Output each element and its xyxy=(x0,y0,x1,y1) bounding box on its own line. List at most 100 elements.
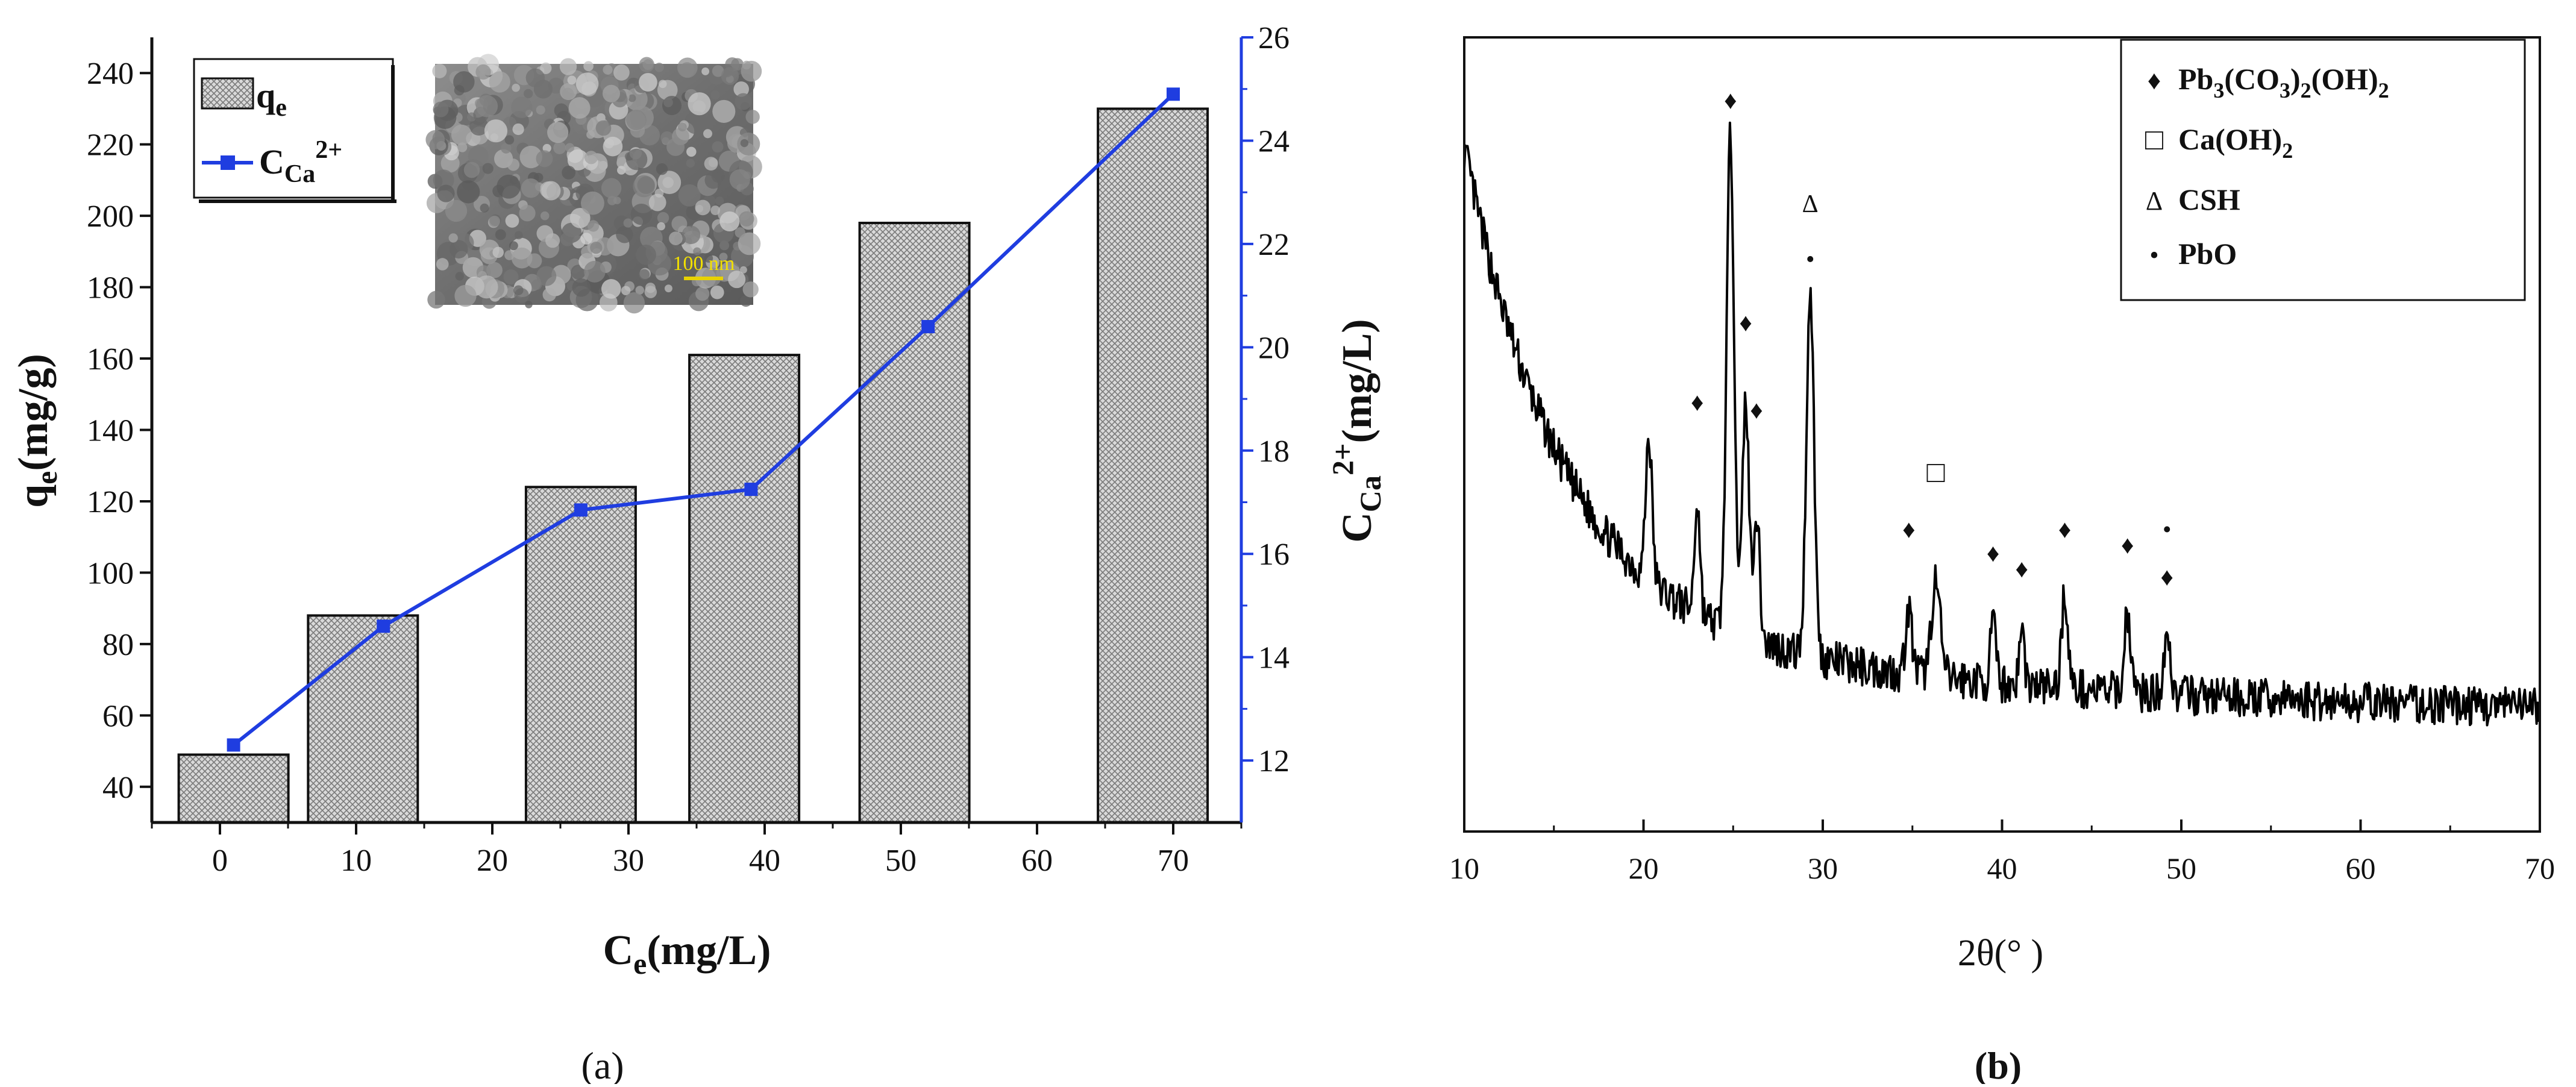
line-point-2 xyxy=(574,503,588,517)
line-point-4 xyxy=(921,320,935,334)
y2-tick-label-22: 22 xyxy=(1258,228,1290,262)
peak-marker-13: ♦ xyxy=(2160,563,2173,591)
x-tick-label-70: 70 xyxy=(1158,844,1189,878)
legend-line-label: CCa2+ xyxy=(259,136,342,188)
x-tick-label-b-30: 30 xyxy=(1808,851,1838,885)
peak-marker-2: ♦ xyxy=(1739,310,1752,337)
x-ticks-b: 10 20 30 40 50 60 70 xyxy=(1449,819,2555,885)
x-tick-label-40: 40 xyxy=(749,844,780,878)
y2-axis-title-main: C xyxy=(1334,512,1380,543)
x-tick-label-10: 10 xyxy=(340,844,372,878)
y2-axis-title-sup: 2+ xyxy=(1326,443,1359,475)
right-y-ticks: 12 14 16 18 20 22 24 26 xyxy=(1241,21,1290,778)
line-series-cca xyxy=(232,93,1175,747)
y2-tick-label-20: 20 xyxy=(1258,331,1290,365)
legend-b-label-0: Pb3(CO3)2(OH)2 xyxy=(2178,62,2389,102)
y2-axis-title-tail: (mg/L) xyxy=(1334,319,1380,443)
y-tick-label-120: 120 xyxy=(87,485,134,519)
y2-tick-label-16: 16 xyxy=(1258,537,1290,572)
legend-b-label-2: CSH xyxy=(2178,183,2240,216)
legend-b: ♦ Pb3(CO3)2(OH)2 □ Ca(OH)2 Δ CSH • PbO xyxy=(2120,39,2526,301)
panel-label-a: (a) xyxy=(581,1044,624,1084)
legend-b-symbol-0: ♦ xyxy=(2148,66,2161,95)
x-axis-title-b: 2θ(° ) xyxy=(1958,933,2043,974)
x-axis-title-main: C xyxy=(603,927,634,974)
bar-5 xyxy=(1097,107,1209,824)
y-tick-label-100: 100 xyxy=(87,556,134,590)
legend-bar-label: qe xyxy=(256,76,287,122)
peak-marker-6: □ xyxy=(1926,455,1945,489)
legend-b-label-3: PbO xyxy=(2178,237,2237,271)
peak-marker-3: ♦ xyxy=(1750,397,1763,425)
sem-inset-image: 100 nm xyxy=(425,54,762,314)
panel-label-b: (b) xyxy=(1975,1044,2022,1084)
panel-b: 10 20 30 40 50 60 70 ♦ ♦ ♦ ♦ Δ • □ ♦ ♦ ♦ ♦ ♦ • ♦ 2θ(° ) ♦ Pb… xyxy=(1449,36,2555,1087)
peak-marker-1: ♦ xyxy=(1724,87,1737,115)
y2-axis-title: CCa2+(mg/L) xyxy=(1326,319,1387,542)
y-axis-title-sub: e xyxy=(30,471,63,484)
xrd-pattern-trace xyxy=(1463,121,2541,727)
y-tick-label-180: 180 xyxy=(87,271,134,305)
peak-marker-4: Δ xyxy=(1802,190,1819,218)
y-tick-label-60: 60 xyxy=(102,699,134,733)
scale-bar-label: 100 nm xyxy=(673,252,735,275)
peak-marker-12: • xyxy=(2163,516,2172,544)
legend-b-symbol-3: • xyxy=(2149,240,2158,270)
x-tick-label-50: 50 xyxy=(885,844,917,878)
peak-marker-10: ♦ xyxy=(2058,516,2071,544)
x-tick-label-b-20: 20 xyxy=(1629,851,1659,885)
bar-2 xyxy=(524,486,637,824)
x-tick-label-b-60: 60 xyxy=(2346,851,2376,885)
peak-marker-5: • xyxy=(1806,246,1815,274)
legend-a: qe CCa2+ xyxy=(193,58,396,203)
line-point-5 xyxy=(1167,87,1180,101)
x-axis-title-sub: e xyxy=(633,947,647,980)
peak-marker-8: ♦ xyxy=(1987,540,1999,568)
bar-3 xyxy=(688,354,801,824)
x-ticks: 0 10 20 30 40 50 60 70 xyxy=(151,822,1243,878)
x-tick-label-0: 0 xyxy=(212,844,228,878)
peak-marker-7: ♦ xyxy=(1902,516,1915,544)
line-point-0 xyxy=(227,738,240,752)
x-axis-title: Ce(mg/L) xyxy=(603,927,771,980)
y2-axis-title-sub: Ca xyxy=(1353,475,1387,512)
bar-4 xyxy=(858,221,971,824)
x-tick-label-b-40: 40 xyxy=(1987,851,2017,885)
y-tick-label-240: 240 xyxy=(87,57,134,91)
line-point-1 xyxy=(377,619,390,633)
y-axis-title: qe(mg/g) xyxy=(10,354,63,508)
line-point-3 xyxy=(744,483,758,497)
bar-1 xyxy=(307,614,419,824)
legend-bar-swatch xyxy=(201,77,254,110)
y-axis-title-main: q xyxy=(10,484,57,508)
bar-0 xyxy=(177,753,290,824)
y-tick-label-220: 220 xyxy=(87,128,134,163)
y2-tick-label-18: 18 xyxy=(1258,434,1290,469)
y-tick-label-160: 160 xyxy=(87,342,134,377)
legend-b-label-1: Ca(OH)2 xyxy=(2178,122,2293,163)
y2-tick-label-12: 12 xyxy=(1258,744,1290,778)
left-y-ticks: 40 60 80 100 120 140 160 180 200 220 240 xyxy=(87,57,152,805)
peak-marker-11: ♦ xyxy=(2121,532,2134,560)
y-tick-label-200: 200 xyxy=(87,199,134,234)
line-series-cca-points xyxy=(227,87,1180,752)
peak-annotations: ♦ ♦ ♦ ♦ Δ • □ ♦ ♦ ♦ ♦ ♦ • ♦ xyxy=(1691,87,2173,592)
y-tick-label-40: 40 xyxy=(102,771,134,805)
peak-marker-9: ♦ xyxy=(2016,556,2028,583)
y2-tick-label-14: 14 xyxy=(1258,641,1290,675)
x-tick-label-b-70: 70 xyxy=(2525,851,2555,885)
y-tick-label-80: 80 xyxy=(102,628,134,662)
x-axis-title-tail: (mg/L) xyxy=(647,927,771,974)
x-tick-label-60: 60 xyxy=(1021,844,1053,878)
legend-b-symbol-1: □ xyxy=(2145,122,2164,156)
y-axis-title-tail: (mg/g) xyxy=(10,354,57,471)
x-tick-label-b-10: 10 xyxy=(1449,851,1479,885)
x-tick-label-30: 30 xyxy=(613,844,644,878)
x-tick-label-20: 20 xyxy=(477,844,508,878)
peak-marker-0: ♦ xyxy=(1691,389,1703,416)
legend-line-marker xyxy=(221,155,235,170)
legend-b-symbol-2: Δ xyxy=(2146,186,2163,216)
bar-series-qe xyxy=(177,107,1209,824)
